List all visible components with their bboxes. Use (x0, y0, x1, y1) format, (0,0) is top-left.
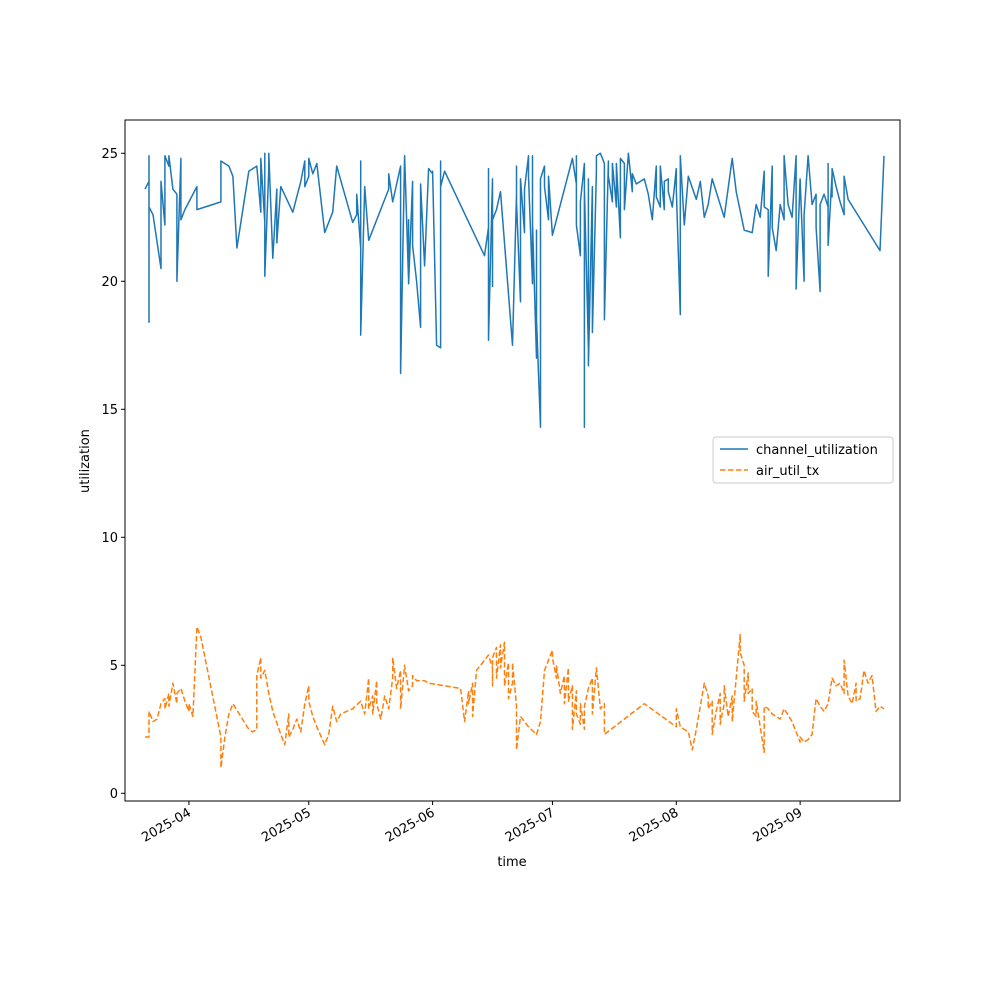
x-tick-label: 2025-05 (259, 805, 314, 845)
y-tick-label: 15 (101, 403, 118, 418)
x-axis-label: time (497, 855, 526, 870)
y-tick-label: 5 (110, 659, 118, 674)
y-tick-label: 25 (101, 147, 118, 162)
series-line-air-util-tx (145, 626, 885, 769)
x-tick-label: 2025-09 (751, 805, 806, 845)
x-tick-label: 2025-06 (383, 805, 438, 845)
x-tick-label: 2025-07 (503, 805, 558, 845)
y-axis-label: utilization (78, 429, 93, 493)
legend-label-air-util-tx: air_util_tx (756, 464, 820, 479)
plot-frame (124, 119, 901, 802)
series-line-channel-utilization (144, 152, 885, 428)
x-tick-label: 2025-08 (627, 805, 682, 845)
y-tick-label: 10 (101, 531, 118, 546)
y-tick-label: 0 (110, 787, 118, 802)
legend-label-channel-utilization: channel_utilization (756, 443, 878, 458)
legend-box (712, 436, 894, 484)
legend: channel_utilization air_util_tx (712, 436, 894, 484)
x-tick-label: 2025-04 (139, 805, 194, 845)
y-tick-label: 20 (101, 275, 118, 290)
